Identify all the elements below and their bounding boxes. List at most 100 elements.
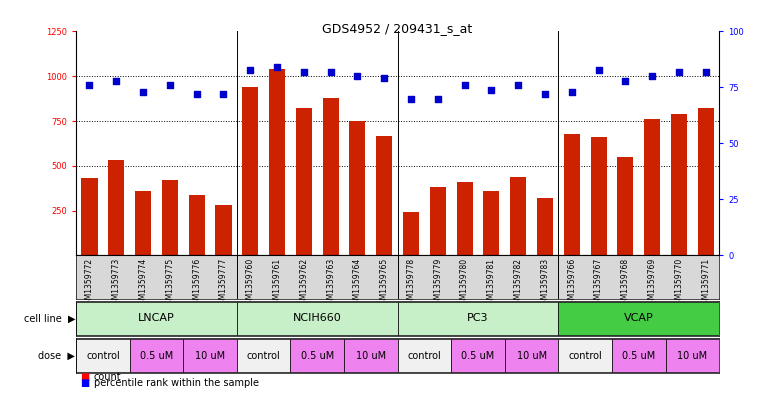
Bar bbox=[559, 340, 612, 372]
Text: GSM1359774: GSM1359774 bbox=[139, 258, 148, 309]
Bar bbox=[76, 340, 129, 372]
Text: GSM1359770: GSM1359770 bbox=[674, 258, 683, 309]
Bar bbox=[564, 134, 580, 255]
Text: GSM1359763: GSM1359763 bbox=[326, 258, 335, 309]
Text: GSM1359761: GSM1359761 bbox=[272, 258, 282, 309]
Point bbox=[352, 73, 364, 79]
Bar bbox=[559, 302, 719, 334]
Bar bbox=[671, 114, 687, 255]
Point bbox=[110, 77, 123, 84]
Bar bbox=[344, 340, 397, 372]
Text: 0.5 uM: 0.5 uM bbox=[301, 351, 334, 361]
Bar bbox=[183, 340, 237, 372]
Text: control: control bbox=[247, 351, 281, 361]
Point bbox=[699, 69, 712, 75]
Text: GSM1359766: GSM1359766 bbox=[567, 258, 576, 309]
Text: GSM1359769: GSM1359769 bbox=[648, 258, 657, 309]
Text: GSM1359764: GSM1359764 bbox=[353, 258, 362, 309]
Bar bbox=[451, 340, 505, 372]
Text: GSM1359768: GSM1359768 bbox=[621, 258, 630, 309]
Point bbox=[512, 82, 524, 88]
Bar bbox=[237, 302, 397, 334]
Bar bbox=[291, 340, 344, 372]
Text: PC3: PC3 bbox=[467, 313, 489, 323]
Text: ■: ■ bbox=[80, 378, 89, 388]
Bar bbox=[135, 191, 151, 255]
Bar bbox=[403, 211, 419, 255]
Text: LNCAP: LNCAP bbox=[138, 313, 175, 323]
Point bbox=[565, 89, 578, 95]
Text: 10 uM: 10 uM bbox=[677, 351, 708, 361]
Bar bbox=[108, 160, 124, 255]
Text: GSM1359776: GSM1359776 bbox=[193, 258, 201, 309]
Bar bbox=[644, 119, 661, 255]
Text: GSM1359779: GSM1359779 bbox=[433, 258, 442, 309]
Point bbox=[539, 91, 551, 97]
Text: count: count bbox=[94, 372, 121, 382]
Text: percentile rank within the sample: percentile rank within the sample bbox=[94, 378, 259, 388]
Bar bbox=[510, 176, 527, 255]
Bar bbox=[430, 187, 446, 255]
Point bbox=[673, 69, 685, 75]
Text: GSM1359760: GSM1359760 bbox=[246, 258, 255, 309]
Text: GSM1359762: GSM1359762 bbox=[299, 258, 308, 309]
Text: dose  ▶: dose ▶ bbox=[39, 351, 75, 361]
Point bbox=[459, 82, 471, 88]
Point bbox=[271, 64, 283, 70]
Bar bbox=[483, 191, 499, 255]
Text: control: control bbox=[408, 351, 441, 361]
Point bbox=[244, 66, 256, 73]
Point bbox=[378, 75, 390, 82]
Bar bbox=[505, 340, 559, 372]
Text: 10 uM: 10 uM bbox=[355, 351, 386, 361]
Bar bbox=[162, 180, 178, 255]
Text: control: control bbox=[86, 351, 119, 361]
Point bbox=[486, 86, 498, 93]
Text: control: control bbox=[568, 351, 602, 361]
Bar bbox=[349, 121, 365, 255]
Text: 0.5 uM: 0.5 uM bbox=[140, 351, 173, 361]
Point bbox=[218, 91, 230, 97]
Text: NCIH660: NCIH660 bbox=[293, 313, 342, 323]
Text: GSM1359783: GSM1359783 bbox=[540, 258, 549, 309]
Bar bbox=[666, 340, 719, 372]
Point bbox=[324, 69, 336, 75]
Point bbox=[619, 77, 632, 84]
Text: GSM1359765: GSM1359765 bbox=[380, 258, 389, 309]
Text: 10 uM: 10 uM bbox=[195, 351, 225, 361]
Text: GSM1359773: GSM1359773 bbox=[112, 258, 121, 309]
Text: VCAP: VCAP bbox=[624, 313, 654, 323]
Bar bbox=[81, 178, 97, 255]
Bar bbox=[269, 69, 285, 255]
Text: 10 uM: 10 uM bbox=[517, 351, 546, 361]
Text: ■: ■ bbox=[80, 372, 89, 382]
Text: GSM1359777: GSM1359777 bbox=[219, 258, 228, 309]
Text: 0.5 uM: 0.5 uM bbox=[622, 351, 655, 361]
Point bbox=[298, 69, 310, 75]
Bar bbox=[189, 195, 205, 255]
Text: GSM1359775: GSM1359775 bbox=[165, 258, 174, 309]
Bar bbox=[617, 157, 633, 255]
Text: GSM1359778: GSM1359778 bbox=[406, 258, 416, 309]
Text: GSM1359782: GSM1359782 bbox=[514, 258, 523, 309]
Point bbox=[593, 66, 605, 73]
Bar bbox=[296, 108, 312, 255]
Bar bbox=[397, 302, 559, 334]
Bar bbox=[129, 340, 183, 372]
Point bbox=[190, 91, 202, 97]
Bar bbox=[698, 108, 714, 255]
Point bbox=[431, 95, 444, 102]
Bar bbox=[376, 136, 392, 255]
Point bbox=[405, 95, 417, 102]
Bar bbox=[242, 87, 258, 255]
Text: 0.5 uM: 0.5 uM bbox=[461, 351, 495, 361]
Bar bbox=[397, 340, 451, 372]
Bar bbox=[237, 340, 291, 372]
Text: GSM1359771: GSM1359771 bbox=[701, 258, 710, 309]
Bar bbox=[457, 182, 473, 255]
Text: GSM1359780: GSM1359780 bbox=[460, 258, 469, 309]
Bar bbox=[612, 340, 666, 372]
Text: GSM1359767: GSM1359767 bbox=[594, 258, 603, 309]
Text: GSM1359781: GSM1359781 bbox=[487, 258, 496, 309]
Text: GSM1359772: GSM1359772 bbox=[85, 258, 94, 309]
